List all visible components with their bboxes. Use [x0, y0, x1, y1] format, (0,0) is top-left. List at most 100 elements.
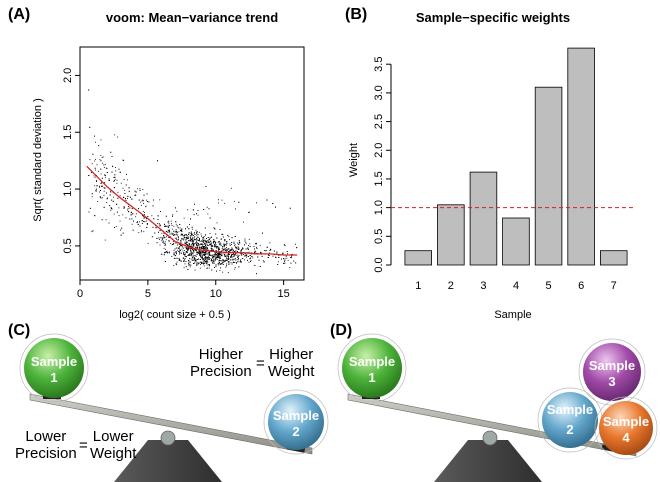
chart-a-point	[193, 245, 195, 247]
chart-a-point	[91, 163, 93, 165]
chart-a-point	[236, 248, 238, 250]
chart-a-point	[229, 249, 231, 251]
chart-a-point	[270, 249, 272, 251]
chart-a-point	[165, 243, 166, 245]
chart-a-point	[163, 254, 165, 256]
chart-a-point	[242, 247, 243, 249]
d-sample1-ball	[342, 338, 402, 398]
chart-a-point	[227, 234, 229, 236]
chart-a-point	[115, 170, 117, 172]
chart-a-point	[222, 249, 224, 251]
chart-a-point	[182, 234, 183, 236]
chart-a-point	[204, 227, 206, 229]
chart-a-point	[205, 253, 207, 255]
chart-a-point	[194, 203, 195, 205]
chart-a-point	[199, 251, 201, 253]
chart-a-point	[101, 182, 102, 184]
chart-a-point	[218, 257, 220, 259]
chart-a-point	[206, 238, 207, 239]
d-sample2-ball	[542, 392, 598, 448]
chart-a-point	[199, 241, 201, 242]
chart-a-xlabel: log2( count size + 0.5 )	[119, 309, 231, 321]
chart-a-point	[202, 252, 204, 254]
chart-a-point	[180, 244, 181, 246]
chart-a-point	[177, 236, 179, 238]
chart-a-point	[110, 207, 112, 209]
chart-a-point	[228, 248, 230, 250]
chart-a-point	[201, 244, 202, 245]
chart-a-point	[163, 237, 165, 239]
chart-a-point	[194, 257, 196, 259]
chart-a-point	[235, 250, 237, 252]
chart-a-point	[184, 242, 186, 244]
chart-a-point	[173, 225, 175, 227]
chart-a-point	[212, 257, 214, 259]
chart-a-point	[98, 170, 99, 172]
chart-a-point	[197, 246, 198, 248]
chart-a-point	[197, 214, 199, 216]
chart-a-point	[189, 258, 191, 260]
chart-a-point	[200, 248, 202, 250]
chart-a-point	[210, 246, 212, 248]
chart-a-point	[215, 257, 216, 259]
chart-a-point	[181, 233, 182, 235]
chart-a-point	[220, 260, 222, 262]
chart-a-point	[259, 244, 261, 246]
chart-a-point	[222, 271, 224, 273]
chart-a-point	[235, 247, 237, 248]
chart-a-point	[180, 242, 182, 244]
chart-a-point	[193, 251, 195, 253]
chart-a-point	[220, 239, 222, 240]
d-sample1-number: 1	[368, 370, 375, 385]
chart-a-point	[190, 264, 192, 266]
chart-a-point	[208, 239, 209, 241]
chart-a-point	[234, 236, 236, 237]
d-sample3-number: 3	[608, 374, 615, 389]
chart-a-point	[285, 255, 287, 257]
chart-a-point	[216, 252, 217, 254]
chart-a-point	[204, 251, 206, 253]
chart-a-point	[176, 234, 178, 236]
sample1-ring	[19, 333, 89, 403]
chart-a-point	[221, 252, 223, 254]
chart-a-point	[219, 256, 221, 258]
chart-a-point	[226, 241, 228, 242]
chart-a-point	[291, 255, 292, 257]
chart-a-point	[192, 237, 194, 239]
chart-a-point	[201, 240, 202, 242]
chart-a-point	[204, 257, 206, 258]
chart-a-point	[205, 245, 206, 246]
chart-a-point	[201, 252, 203, 254]
chart-a-point	[120, 229, 122, 231]
chart-b-xtick-label: 7	[611, 280, 617, 292]
d-sample1-ring	[337, 333, 407, 403]
chart-a-point	[225, 259, 227, 261]
chart-a-point	[257, 256, 259, 258]
chart-a-point	[248, 245, 249, 246]
chart-a-point	[89, 126, 91, 128]
chart-a-point	[160, 229, 161, 231]
chart-a-point	[208, 239, 210, 241]
chart-a-point	[198, 236, 200, 238]
chart-a-point	[187, 250, 189, 251]
chart-a-point	[246, 255, 247, 256]
chart-a-point	[179, 249, 181, 251]
chart-a-point	[241, 248, 243, 250]
chart-a-point	[205, 261, 207, 263]
chart-a-point	[224, 254, 226, 256]
chart-a-point	[264, 250, 266, 251]
chart-a-point	[169, 233, 171, 235]
chart-a-point	[175, 251, 177, 253]
chart-a-point	[222, 246, 223, 248]
chart-a-point	[99, 159, 101, 161]
chart-a-point	[202, 261, 204, 263]
chart-a-point	[194, 262, 196, 264]
chart-a-point	[160, 237, 162, 239]
chart-a-point	[178, 257, 180, 259]
chart-a-point	[147, 242, 149, 244]
seesaw-d-pivot	[482, 430, 498, 446]
chart-a-point	[234, 267, 236, 269]
chart-a-point	[180, 234, 182, 236]
chart-a-point	[122, 214, 124, 216]
chart-a-point	[240, 253, 242, 255]
